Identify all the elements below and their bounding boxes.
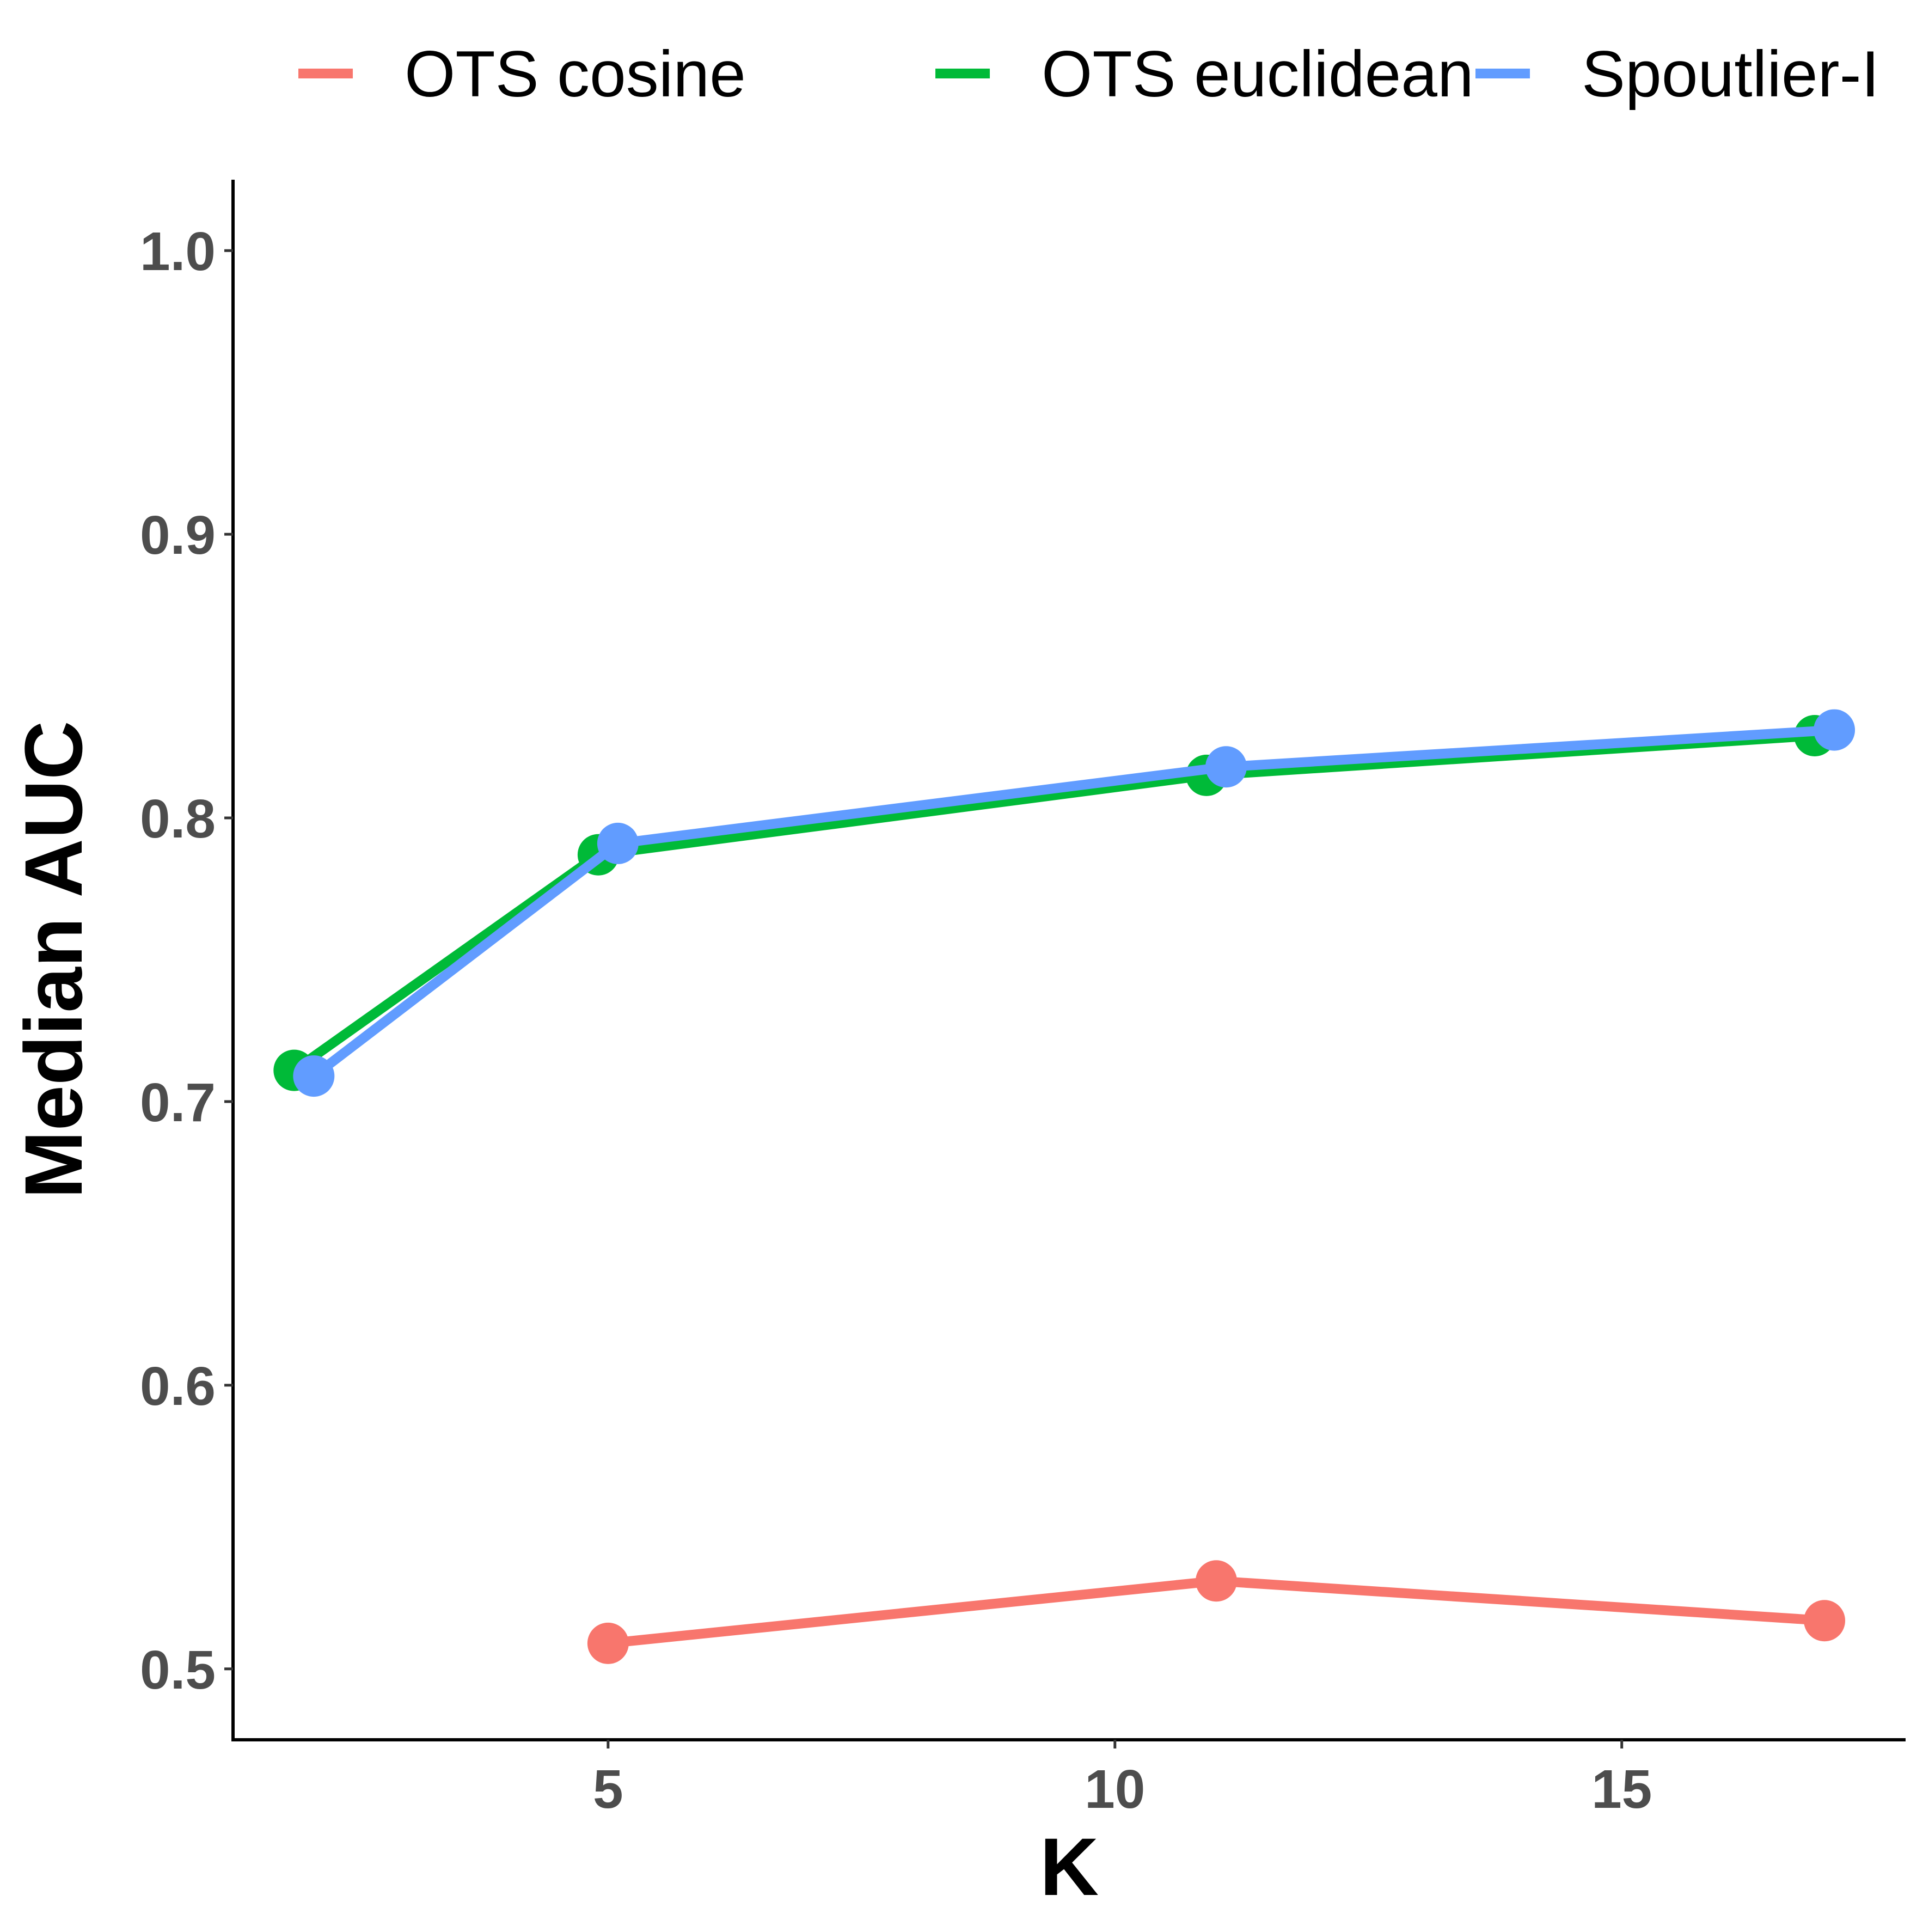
- x-tick-label: 15: [1591, 1759, 1652, 1820]
- data-point: [1814, 709, 1855, 751]
- x-axis-title: K: [1040, 1821, 1099, 1912]
- series-line: [310, 725, 1835, 1080]
- y-tick-label: 0.9: [140, 505, 216, 566]
- axes: 0.5 0.6 0.7 0.8 0.9 1.0 5 10 15: [140, 180, 1906, 1820]
- x-tick-label: 10: [1085, 1759, 1145, 1820]
- legend-label: OTS euclidean: [1042, 38, 1474, 111]
- legend-item: Spoutlier-I: [1475, 38, 1879, 111]
- y-tick-label: 0.7: [140, 1072, 216, 1133]
- y-tick-label: 0.8: [140, 788, 216, 849]
- y-tick-label: 0.5: [140, 1640, 216, 1701]
- series-1: [273, 714, 1836, 1091]
- legend: OTS cosine OTS euclidean Spoutlier-I: [298, 38, 1879, 111]
- plot-area: [273, 709, 1855, 1664]
- series-2: [293, 709, 1855, 1097]
- series-line: [291, 731, 1815, 1074]
- x-tick-label: 5: [593, 1759, 623, 1820]
- legend-label: OTS cosine: [405, 38, 746, 111]
- data-point: [1195, 1560, 1237, 1602]
- legend-item: OTS euclidean: [935, 38, 1474, 111]
- y-tick-label: 0.6: [140, 1356, 216, 1417]
- data-point: [1804, 1600, 1846, 1642]
- y-axis-title: Median AUC: [8, 721, 99, 1199]
- legend-item: OTS cosine: [298, 38, 746, 111]
- data-point: [597, 822, 639, 864]
- data-point: [587, 1622, 629, 1664]
- legend-label: Spoutlier-I: [1582, 38, 1879, 111]
- data-point: [293, 1055, 335, 1097]
- series-0: [587, 1560, 1846, 1664]
- y-tick-label: 1.0: [140, 221, 216, 282]
- data-point: [1205, 746, 1247, 788]
